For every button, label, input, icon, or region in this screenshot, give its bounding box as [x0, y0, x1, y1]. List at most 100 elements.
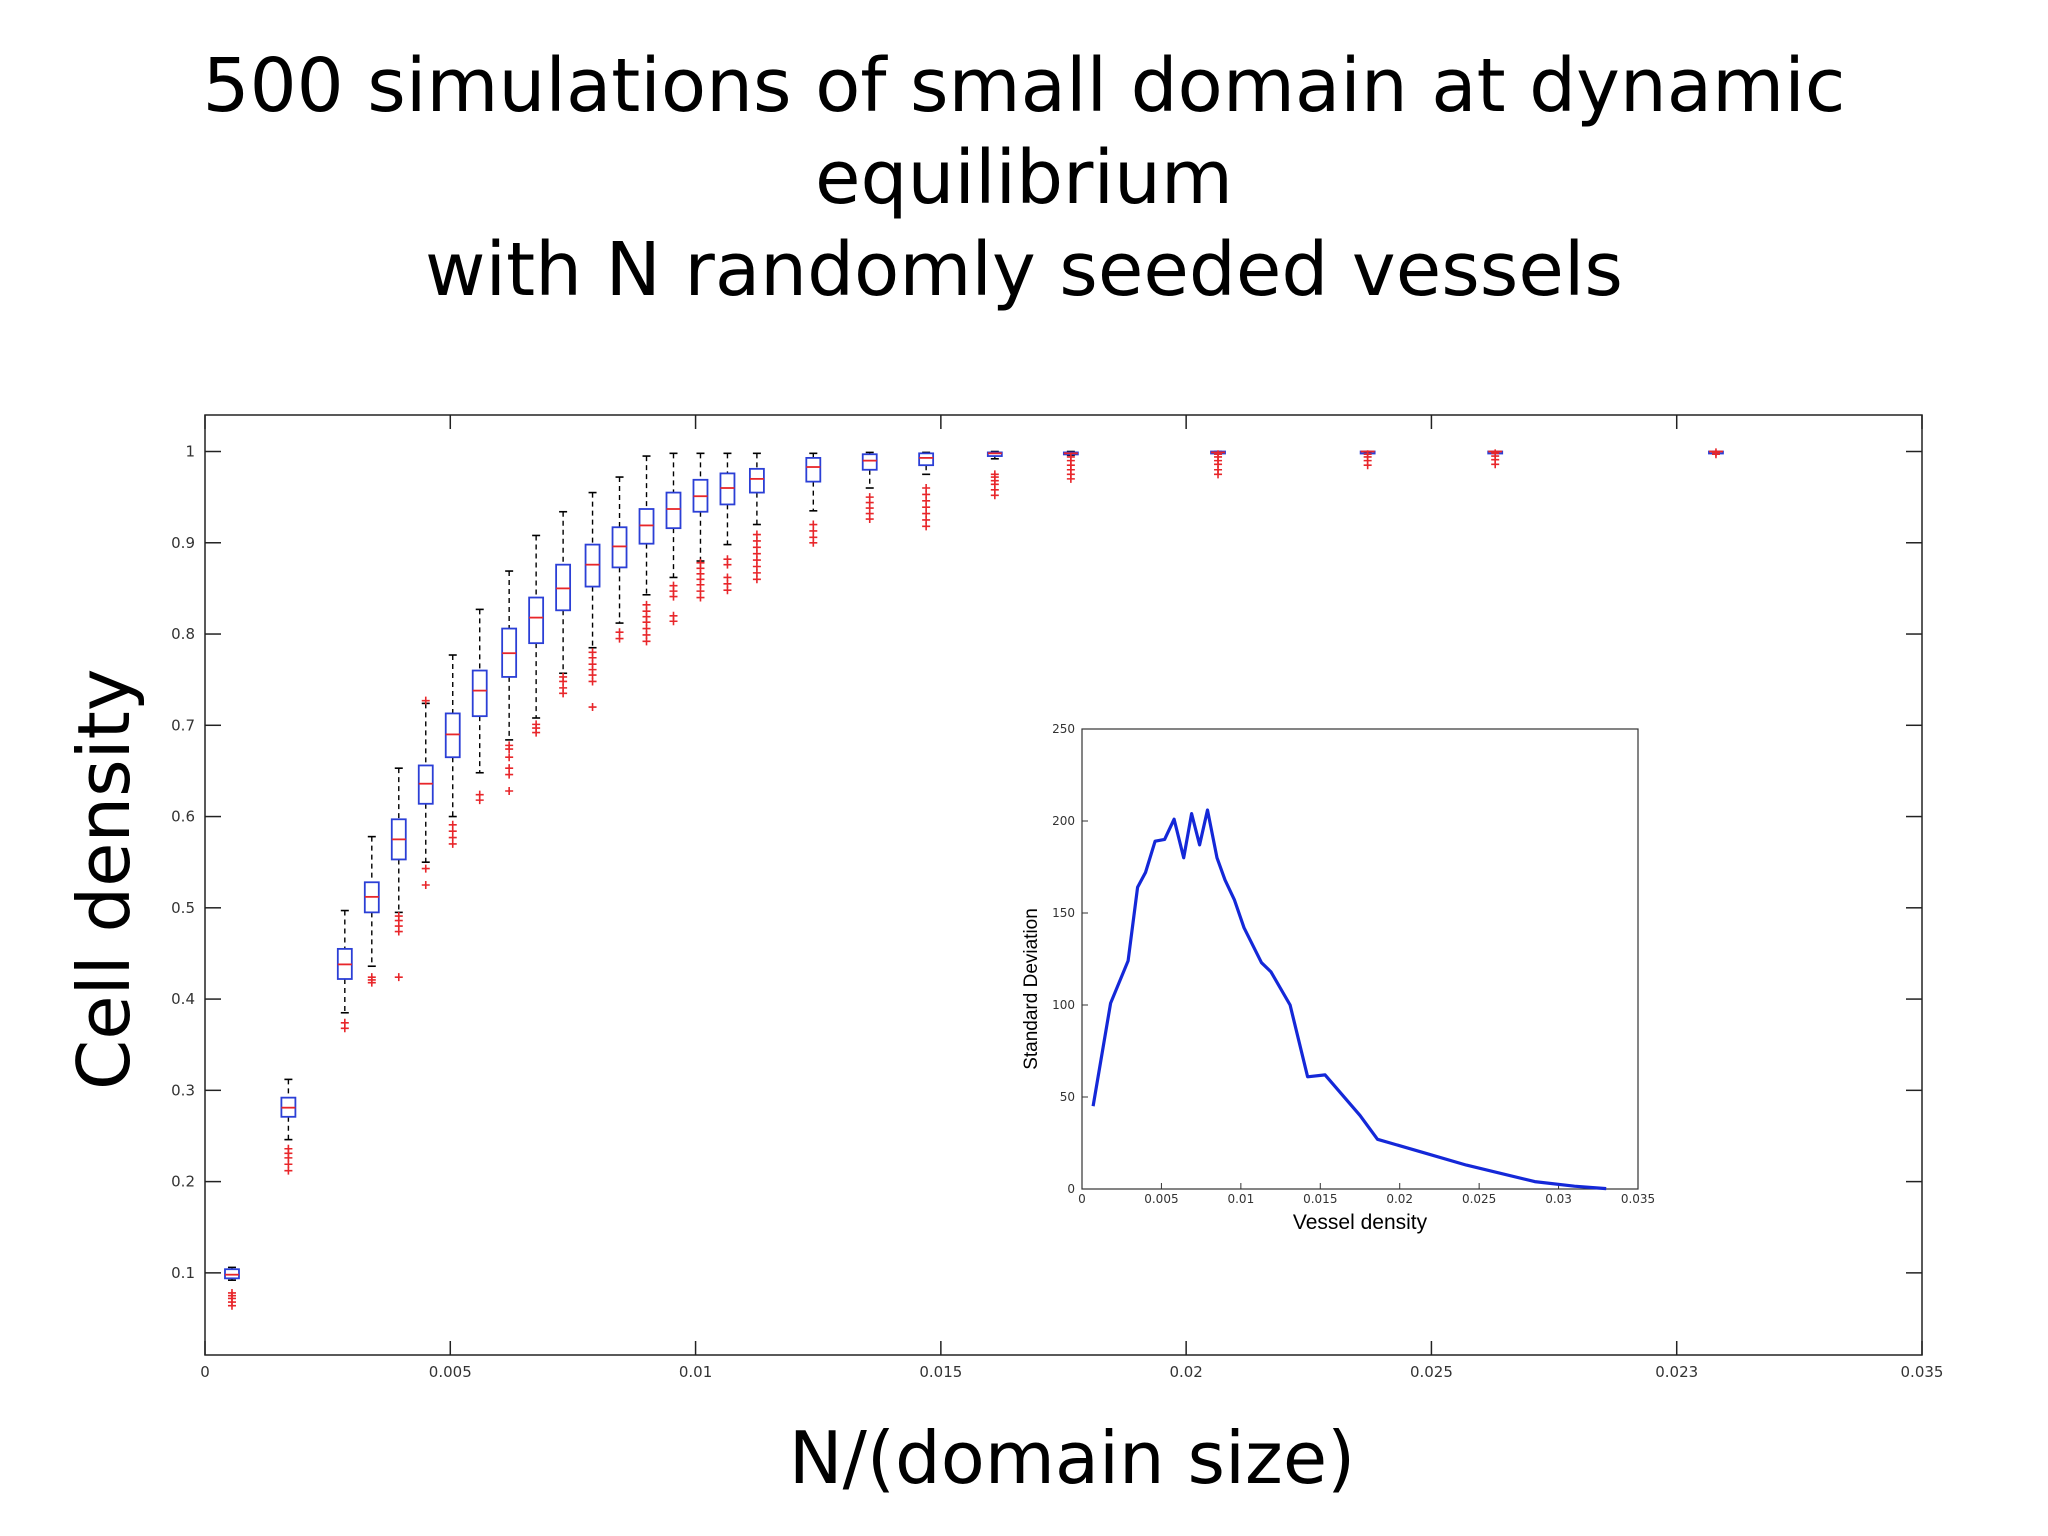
- box-plot-group: [1062, 450, 1079, 483]
- outlier-marker: [1711, 448, 1720, 457]
- iqr-box: [719, 472, 736, 506]
- slide-title: 500 simulations of small domain at dynam…: [0, 40, 2048, 316]
- box-plot-group: [363, 835, 380, 987]
- box-plot-group: [918, 451, 935, 531]
- outlier-marker: [865, 493, 874, 502]
- outlier-marker: [367, 973, 376, 982]
- iqr-box: [665, 491, 682, 530]
- box-plot-group: [501, 570, 518, 795]
- inset-chart: 0 0.005 0.01 0.015 0.02 0.025 0.03 0.035 0 50 100 1…: [1021, 722, 1655, 1234]
- outlier-marker: [752, 530, 761, 539]
- outlier-marker: [559, 672, 568, 681]
- iqr-box: [444, 712, 461, 759]
- inset-x-tick-label: 0.005: [1144, 1192, 1178, 1206]
- outlier-marker: [588, 703, 597, 712]
- outlier-marker: [421, 696, 430, 705]
- outlier-marker: [615, 628, 624, 637]
- inset-x-tick-label: 0.01: [1227, 1192, 1254, 1206]
- iqr-box: [748, 467, 765, 494]
- outlier-marker: [922, 484, 931, 493]
- iqr-box: [584, 543, 601, 588]
- outlier-marker: [1491, 449, 1500, 458]
- y-tick-label: 1: [185, 443, 195, 461]
- x-tick-label: 0: [200, 1363, 210, 1381]
- box-plot-group: [555, 510, 572, 698]
- box-plot-group: [390, 767, 407, 982]
- x-tick-label: 0.015: [919, 1363, 962, 1381]
- box-plot-group: [719, 452, 736, 595]
- inset-y-axis-title: Standard Deviation: [1021, 908, 1042, 1070]
- x-tick-label: 0.025: [1410, 1363, 1453, 1381]
- box-plot-group: [584, 491, 601, 712]
- slide-title-line-1: 500 simulations of small domain at dynam…: [202, 43, 1846, 221]
- outlier-marker: [588, 648, 597, 657]
- box-plot-group: [1359, 450, 1376, 470]
- inset-y-tick-label: 200: [1052, 814, 1075, 828]
- inset-y-tick-label: 150: [1052, 906, 1075, 920]
- x-tick-label: 0.005: [429, 1363, 472, 1381]
- y-tick-label: 0.5: [171, 899, 195, 917]
- outlier-marker: [227, 1288, 236, 1297]
- inset-x-tick-label: 0.035: [1621, 1192, 1655, 1206]
- box-plot-group: [986, 450, 1003, 500]
- plot-frame: [204, 414, 1923, 1356]
- iqr-box: [861, 453, 878, 471]
- y-tick-label: 0.2: [171, 1173, 195, 1191]
- x-axis-title: N/(domain size): [788, 1416, 1356, 1500]
- outlier-marker: [1214, 450, 1223, 459]
- inset-x-tick-label: 0.015: [1303, 1192, 1337, 1206]
- outlier-marker: [990, 470, 999, 479]
- y-tick-label: 0.3: [171, 1081, 195, 1099]
- iqr-box: [805, 456, 822, 483]
- iqr-box: [528, 596, 545, 645]
- inset-x-tick-label: 0.03: [1545, 1192, 1572, 1206]
- box-plot-group: [528, 534, 545, 737]
- y-tick-label: 0.8: [171, 625, 195, 643]
- box-plot-group: [336, 909, 353, 1033]
- outlier-marker: [723, 555, 732, 564]
- box-plot-group: [1210, 450, 1226, 479]
- outlier-marker: [1066, 452, 1075, 461]
- outlier-marker: [475, 790, 484, 799]
- outlier-marker: [809, 520, 818, 529]
- outlier-marker: [421, 881, 430, 889]
- box-plot-group: [692, 452, 709, 602]
- inset-y-tick-label: 0: [1067, 1182, 1075, 1196]
- iqr-box: [417, 764, 434, 805]
- outlier-marker: [505, 753, 514, 762]
- outlier-marker: [505, 787, 514, 795]
- x-tick-label: 0.02: [1169, 1363, 1202, 1381]
- inset-x-tick-label: 0.02: [1386, 1192, 1413, 1206]
- outlier-marker: [284, 1144, 293, 1153]
- iqr-box: [555, 563, 572, 612]
- outlier-marker: [696, 558, 705, 567]
- y-tick-label: 0.7: [171, 716, 195, 734]
- x-tick-label: 0.01: [679, 1363, 712, 1381]
- inset-frame: [1081, 728, 1639, 1190]
- box-plot-group: [417, 696, 434, 889]
- outlier-marker: [532, 720, 541, 729]
- box-plot-group: [748, 452, 765, 584]
- iqr-box: [471, 669, 488, 718]
- iqr-box: [986, 451, 1003, 457]
- box-plot-group: [665, 452, 682, 626]
- inset-x-tick-label: 0: [1078, 1192, 1086, 1206]
- box-plot-group: [280, 1078, 297, 1175]
- x-tick-label: 0.023: [1655, 1363, 1698, 1381]
- x-tick-label: 0.035: [1901, 1363, 1944, 1381]
- box-plot-group: [224, 1266, 240, 1310]
- iqr-box: [611, 526, 628, 569]
- outlier-marker: [669, 611, 678, 620]
- box-plot-group: [444, 654, 461, 848]
- outlier-marker: [642, 600, 651, 609]
- box-plot-group: [471, 608, 488, 805]
- inset-y-tick-label: 50: [1060, 1090, 1075, 1104]
- outlier-marker: [505, 741, 514, 750]
- y-tick-label: 0.9: [171, 534, 195, 552]
- box-plot-group: [1487, 449, 1504, 469]
- slide-title-line-2: with N randomly seeded vessels: [425, 227, 1623, 313]
- iqr-box: [224, 1268, 240, 1280]
- outlier-marker: [448, 820, 457, 829]
- outlier-marker: [394, 912, 403, 921]
